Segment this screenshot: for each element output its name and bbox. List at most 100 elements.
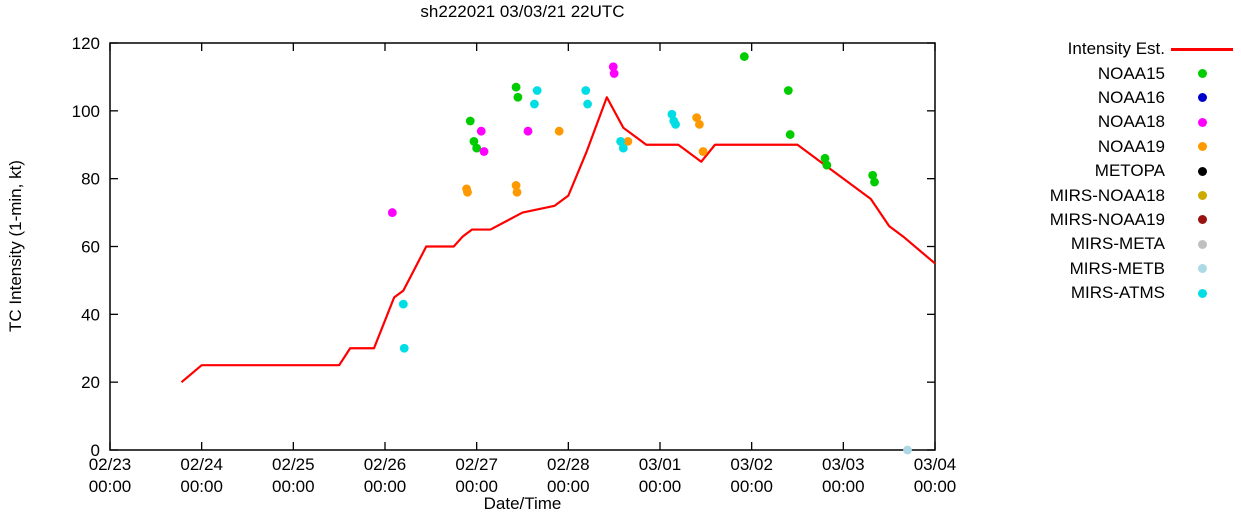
- legend-label-mirs-atms: MIRS-ATMS: [1070, 283, 1165, 303]
- legend-marker-mirs-meta: [1165, 239, 1239, 249]
- point-mirs-atms: [583, 99, 592, 109]
- legend-dot-noaa15: [1197, 69, 1207, 79]
- point-mirs-atms: [581, 86, 591, 95]
- point-mirs-atms: [616, 136, 625, 146]
- x-axis-label: Date/Time: [483, 494, 562, 513]
- x-tick-label-time: 00:00: [272, 477, 315, 496]
- point-mirs-atms: [399, 343, 409, 353]
- x-tick-label-time: 00:00: [180, 477, 223, 496]
- point-noaa18: [476, 126, 486, 136]
- y-tick-label: 40: [81, 305, 100, 324]
- point-noaa19: [695, 120, 704, 129]
- legend-dot-mirs-noaa19: [1197, 215, 1207, 225]
- legend-item-mirs-meta: MIRS-META: [1050, 232, 1239, 256]
- point-noaa19: [698, 147, 708, 156]
- y-tick-label: 20: [81, 373, 100, 392]
- legend-marker-intensity-est: [1165, 47, 1239, 51]
- legend-marker-noaa18: [1165, 117, 1239, 127]
- x-tick-label-date: 03/03: [822, 455, 865, 474]
- legend-label-mirs-metb: MIRS-METB: [1069, 258, 1165, 278]
- y-tick-label: 100: [72, 102, 100, 121]
- legend-dot-mirs-atms: [1197, 288, 1207, 298]
- legend-label-metopa: METOPA: [1094, 161, 1165, 181]
- point-noaa18: [523, 126, 533, 136]
- intensity-line: [180, 96, 936, 384]
- x-tick-label-date: 02/28: [547, 455, 590, 474]
- legend-marker-noaa19: [1165, 142, 1239, 152]
- point-mirs-atms: [532, 86, 542, 95]
- legend-label-noaa16: NOAA16: [1097, 87, 1165, 107]
- legend-item-mirs-metb: MIRS-METB: [1050, 257, 1239, 281]
- legend-marker-noaa15: [1165, 69, 1239, 79]
- legend-label-noaa18: NOAA18: [1097, 112, 1165, 132]
- x-tick-label-date: 03/04: [914, 455, 957, 474]
- legend-marker-mirs-noaa19: [1165, 215, 1239, 225]
- legend-item-intensity-est: Intensity Est.: [1050, 37, 1239, 61]
- point-noaa19: [692, 113, 702, 123]
- x-tick-label-time: 00:00: [89, 477, 132, 496]
- x-tick-label-date: 02/26: [364, 455, 407, 474]
- point-noaa18: [387, 208, 397, 217]
- legend-item-noaa18: NOAA18: [1050, 110, 1239, 134]
- x-tick-label-date: 03/02: [730, 455, 773, 474]
- legend-item-noaa15: NOAA15: [1050, 61, 1239, 85]
- point-mirs-metb: [903, 445, 912, 455]
- point-mirs-atms: [398, 299, 408, 309]
- legend-dot-noaa19: [1197, 142, 1207, 152]
- legend-marker-mirs-atms: [1165, 288, 1239, 298]
- y-tick-label: 60: [81, 238, 100, 257]
- legend-item-mirs-noaa19: MIRS-NOAA19: [1050, 208, 1239, 232]
- point-mirs-atms: [618, 143, 628, 153]
- legend-item-mirs-noaa18: MIRS-NOAA18: [1050, 183, 1239, 207]
- point-noaa18: [608, 62, 618, 72]
- legend-marker-mirs-noaa18: [1165, 191, 1239, 201]
- legend-item-noaa16: NOAA16: [1050, 86, 1239, 110]
- point-noaa15: [783, 86, 793, 95]
- x-tick-label-date: 02/24: [180, 455, 223, 474]
- point-noaa15: [465, 116, 475, 126]
- point-noaa15: [469, 136, 479, 146]
- legend-marker-mirs-metb: [1165, 264, 1239, 274]
- point-noaa15: [513, 92, 523, 102]
- point-mirs-atms: [530, 99, 539, 109]
- point-noaa15: [785, 130, 795, 139]
- legend-dot-metopa: [1197, 166, 1207, 176]
- point-noaa19: [511, 181, 521, 190]
- point-noaa19: [463, 187, 472, 197]
- legend-dot-noaa16: [1197, 93, 1207, 103]
- legend-label-intensity-est: Intensity Est.: [1067, 39, 1165, 59]
- legend-item-mirs-atms: MIRS-ATMS: [1050, 281, 1239, 305]
- chart-title: sh222021 03/03/21 22UTC: [420, 2, 625, 21]
- point-noaa18: [479, 147, 489, 156]
- point-noaa15: [820, 153, 830, 163]
- legend-label-mirs-meta: MIRS-META: [1070, 234, 1165, 254]
- plot-border: [109, 42, 936, 451]
- x-tick-label-time: 00:00: [822, 477, 865, 496]
- x-tick-label-date: 03/01: [639, 455, 682, 474]
- x-tick-label-time: 00:00: [455, 477, 498, 496]
- x-tick-label-date: 02/23: [89, 455, 132, 474]
- x-tick-label-time: 00:00: [730, 477, 773, 496]
- x-tick-label-time: 00:00: [639, 477, 682, 496]
- point-noaa15: [472, 143, 482, 153]
- legend-dot-mirs-meta: [1197, 239, 1207, 249]
- x-tick-label-date: 02/25: [272, 455, 315, 474]
- legend-marker-metopa: [1165, 166, 1239, 176]
- point-noaa19: [554, 126, 564, 136]
- x-tick-label-time: 00:00: [364, 477, 407, 496]
- x-tick-label-time: 00:00: [914, 477, 957, 496]
- legend-marker-noaa16: [1165, 93, 1239, 103]
- x-tick-label-time: 00:00: [547, 477, 590, 496]
- legend-item-metopa: METOPA: [1050, 159, 1239, 183]
- y-tick-label: 120: [72, 34, 100, 53]
- point-noaa18: [609, 69, 619, 78]
- x-tick-label-date: 02/27: [455, 455, 498, 474]
- y-tick-label: 80: [81, 170, 100, 189]
- legend-label-noaa19: NOAA19: [1097, 136, 1165, 156]
- point-noaa15: [822, 160, 832, 170]
- point-noaa19: [623, 136, 633, 146]
- legend: Intensity Est. NOAA15 NOAA16 NOAA18 NOAA19 ME…: [1050, 37, 1239, 305]
- y-tick-label: 0: [91, 441, 100, 460]
